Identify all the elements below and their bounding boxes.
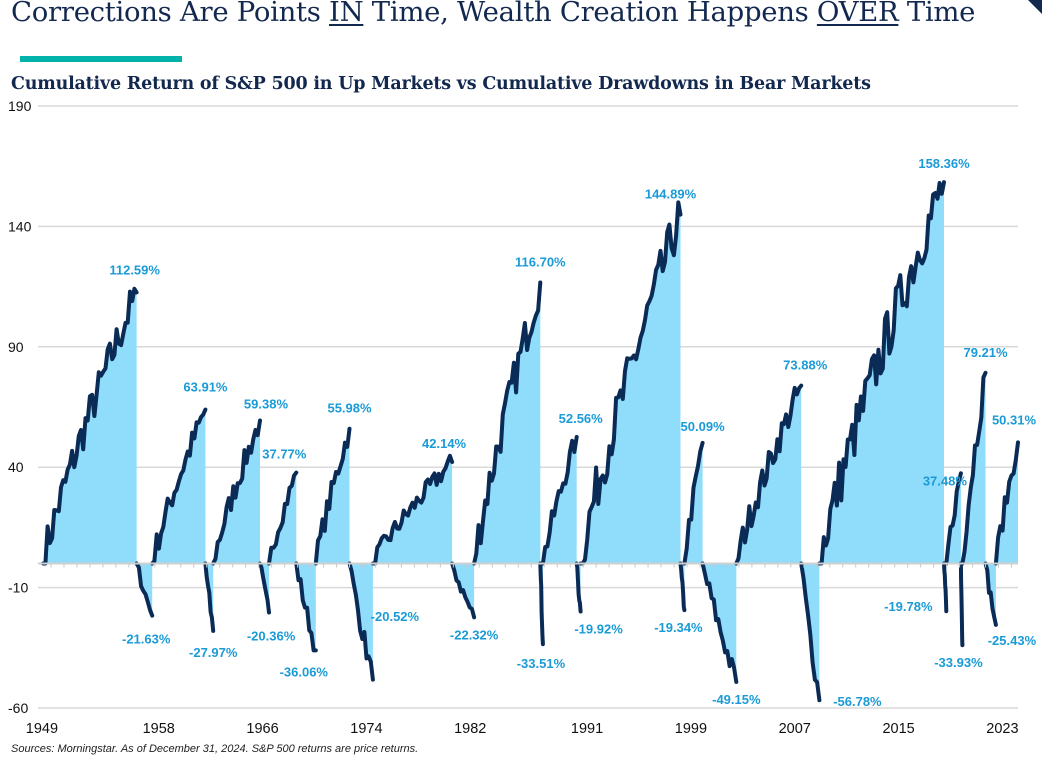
up-market-line (540, 435, 579, 566)
bear-market-line (678, 561, 687, 613)
x-tick-label: 1966 (246, 721, 278, 737)
x-tick-label: 1974 (350, 721, 382, 737)
gain-label: 50.31% (992, 412, 1037, 427)
gain-label: 116.70% (515, 255, 566, 270)
up-market-line (41, 286, 139, 566)
gain-label: 50.09% (681, 419, 726, 434)
up-market-line (578, 200, 683, 566)
corner-decoration (1028, 0, 1042, 14)
drawdown-label: -25.43% (988, 633, 1037, 648)
bear-market-line (574, 561, 583, 614)
gain-label: 37.48% (923, 473, 968, 488)
up-market-line (960, 370, 988, 566)
gain-label: 55.98% (327, 401, 372, 416)
x-tick-label: 1999 (675, 721, 707, 737)
y-tick-label: 190 (8, 98, 32, 114)
up-market-line (993, 440, 1020, 566)
page-title: Corrections Are Points IN Time, Wealth C… (11, 0, 975, 28)
x-tick-label: 1982 (454, 721, 486, 737)
x-tick-label: 2015 (882, 721, 914, 737)
y-tick-label: 40 (8, 459, 24, 475)
drawdown-label: -27.97% (189, 645, 238, 660)
up-market-area (580, 202, 681, 564)
x-tick-label: 1949 (26, 721, 58, 737)
x-tick-label: 1958 (143, 721, 175, 737)
up-market-line (211, 418, 262, 566)
bear-market-line (958, 561, 965, 648)
up-market-line (472, 280, 543, 566)
gain-label: 79.21% (964, 345, 1009, 360)
return-lines (41, 180, 1020, 703)
up-market-line (370, 453, 455, 566)
y-tick-label: 90 (8, 339, 24, 355)
drawdown-label: -19.78% (884, 599, 933, 614)
bear-market-line (942, 561, 949, 614)
drawdown-label: -33.93% (934, 655, 983, 670)
up-market-line (817, 180, 946, 566)
bear-market-line (258, 561, 271, 615)
drawdown-label: -36.06% (280, 664, 329, 679)
bear-market-line (983, 561, 998, 627)
drawdown-label: -19.34% (654, 620, 703, 635)
gain-label: 42.14% (422, 436, 467, 451)
title-accent-bar (20, 56, 182, 62)
bear-market-line (538, 561, 545, 647)
bear-market-area (259, 563, 270, 613)
gain-label: 73.88% (783, 358, 828, 373)
gain-label: 59.38% (244, 397, 289, 412)
gain-label: 52.56% (559, 411, 604, 426)
title-text: Corrections Are Points (11, 0, 330, 28)
gain-label: 63.91% (183, 380, 228, 395)
bear-market-line (347, 561, 375, 682)
up-market-area (372, 455, 453, 564)
up-market-area (474, 282, 541, 564)
up-market-line (313, 426, 352, 566)
bear-market-line (700, 561, 739, 684)
bear-market-line (799, 561, 822, 703)
title-text: Time (898, 0, 976, 28)
bear-market-line (134, 561, 155, 618)
x-tick-label: 1991 (571, 721, 603, 737)
axes: 190 140 90 40 -10 -60 1949 1958 1966 1974 1982 1991… (8, 98, 1019, 737)
title-text: Time, Wealth Creation Happens (363, 0, 817, 28)
drawdown-label: -20.36% (247, 629, 296, 644)
bear-market-line (450, 561, 477, 620)
gain-label: 144.89% (645, 187, 697, 202)
up-market-line (150, 407, 208, 566)
gain-label: 37.77% (262, 447, 307, 462)
up-market-line (944, 471, 963, 566)
up-market-line (682, 440, 705, 566)
bear-market-line (203, 561, 216, 633)
chart-title: Cumulative Return of S&P 500 in Up Marke… (11, 74, 871, 94)
gain-label: 112.59% (109, 262, 160, 277)
title-emphasis: OVER (816, 0, 899, 28)
gain-label: 158.36% (918, 156, 970, 171)
x-tick-label: 2023 (986, 721, 1018, 737)
drawdown-label: -56.78% (833, 694, 882, 709)
drawdown-label: -49.15% (712, 692, 761, 707)
y-tick-label: 140 (8, 218, 32, 234)
drawdown-label: -22.32% (450, 627, 499, 642)
y-tick-label: -60 (8, 700, 28, 716)
y-tick-label: -10 (8, 580, 28, 596)
source-note: Sources: Morningstar. As of December 31,… (11, 743, 419, 755)
drawdown-label: -20.52% (371, 609, 420, 624)
drawdown-label: -19.92% (574, 621, 623, 636)
up-market-line (734, 383, 804, 566)
title-emphasis: IN (329, 0, 364, 28)
x-tick-label: 2007 (779, 721, 811, 737)
drawdown-label: -21.63% (122, 632, 171, 647)
drawdown-label: -33.51% (517, 656, 566, 671)
up-market-line (267, 470, 299, 566)
data-labels: 112.59% -21.63% 63.91% -27.97% 59.38% -20.36%… (109, 156, 1036, 709)
bear-market-line (294, 561, 318, 653)
